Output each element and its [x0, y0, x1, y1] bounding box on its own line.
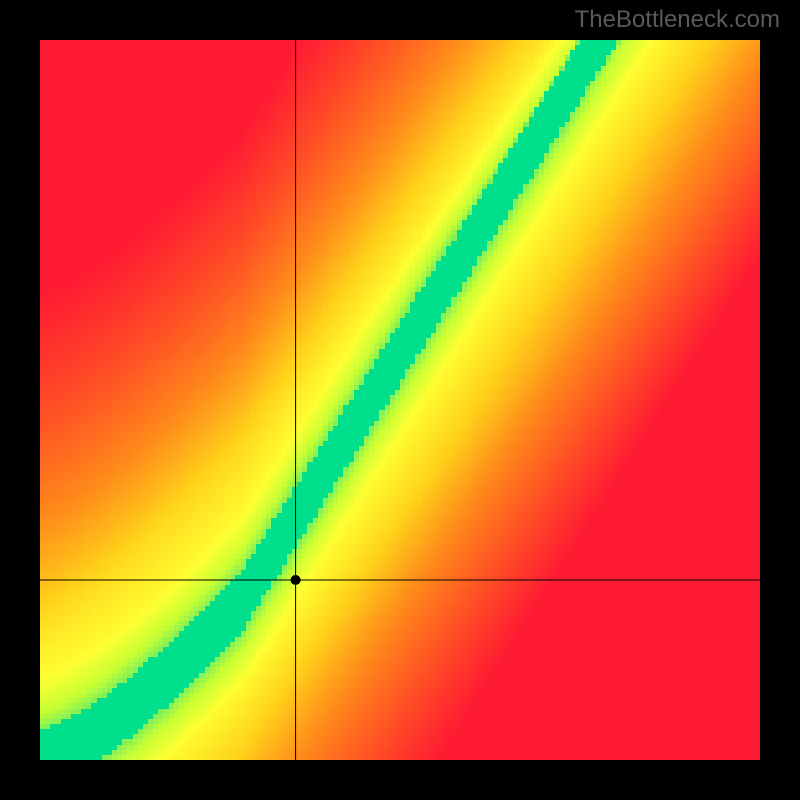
bottleneck-heatmap — [0, 0, 800, 800]
chart-container: TheBottleneck.com — [0, 0, 800, 800]
watermark-text: TheBottleneck.com — [575, 6, 780, 34]
